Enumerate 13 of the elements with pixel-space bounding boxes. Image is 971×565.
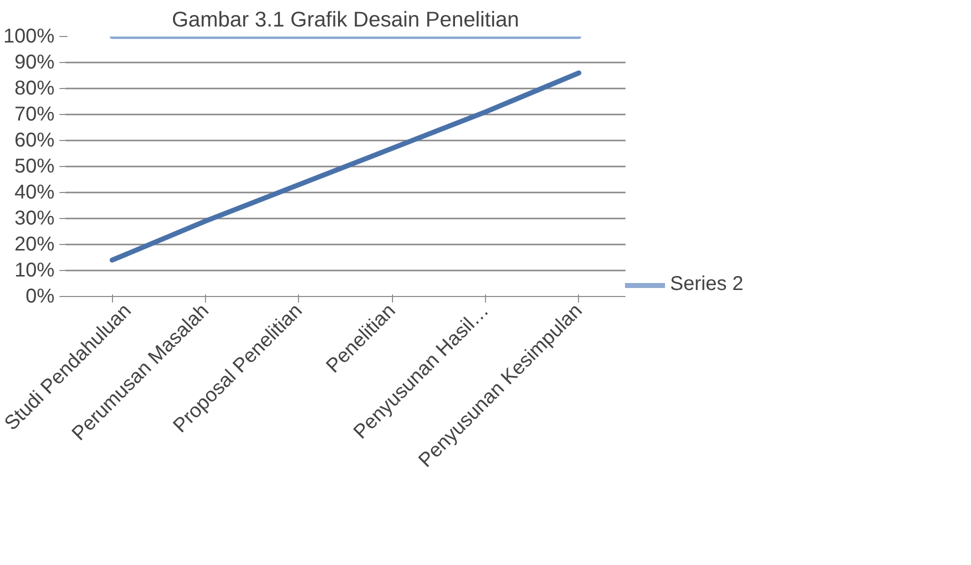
y-tick-label: 0% <box>26 286 55 308</box>
y-tick-label: 20% <box>14 234 55 256</box>
y-tick-label: 90% <box>14 52 55 74</box>
y-tick-label: 10% <box>14 260 55 282</box>
y-tick-label: 50% <box>14 156 55 178</box>
y-tick-label: 60% <box>14 130 55 152</box>
y-tick-label: 30% <box>14 208 55 230</box>
y-tick-label: 40% <box>14 182 55 204</box>
y-tick-label: 100% <box>3 26 55 48</box>
y-tick-label: 70% <box>14 104 55 126</box>
y-tick-label: 80% <box>14 78 55 100</box>
legend-label: Series 2 <box>670 273 744 296</box>
chart-title: Gambar 3.1 Grafik Desain Penelitian <box>172 8 520 32</box>
